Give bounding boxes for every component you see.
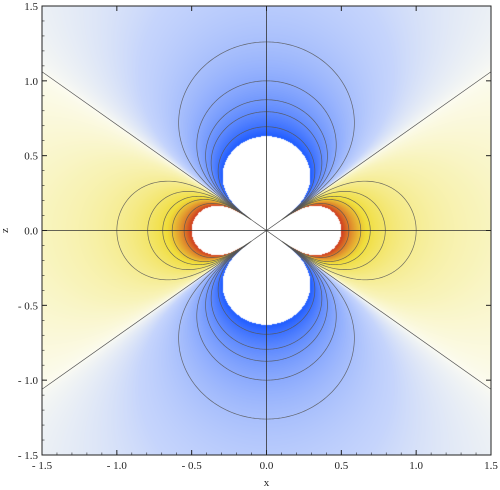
y-tick-label: 1.5 [24,1,38,13]
ticks: - 1.5 - 1.0 - 0.5 0.0 0.5 1.0 1.5 - 1.5 - 1.0 - 0… [18,1,499,472]
y-tick-label: - 1.5 [18,450,39,462]
x-axis-label: x [264,477,270,489]
y-tick-label: 1.0 [24,76,38,88]
x-tick-label: - 1.0 [107,460,128,472]
y-tick-label: - 0.5 [18,300,39,312]
x-tick-label: 0.5 [334,460,348,472]
y-axis-label: z [0,228,11,233]
x-tick-label: - 1.5 [32,460,53,472]
x-tick-label: 1.0 [409,460,423,472]
y-tick-label: 0.5 [24,151,38,163]
x-tick-label: 1.5 [484,460,498,472]
x-tick-label: - 0.5 [182,460,203,472]
y-tick-label: - 1.0 [18,375,39,387]
y-tick-label: 0.0 [24,226,38,238]
x-tick-label: 0.0 [260,460,274,472]
